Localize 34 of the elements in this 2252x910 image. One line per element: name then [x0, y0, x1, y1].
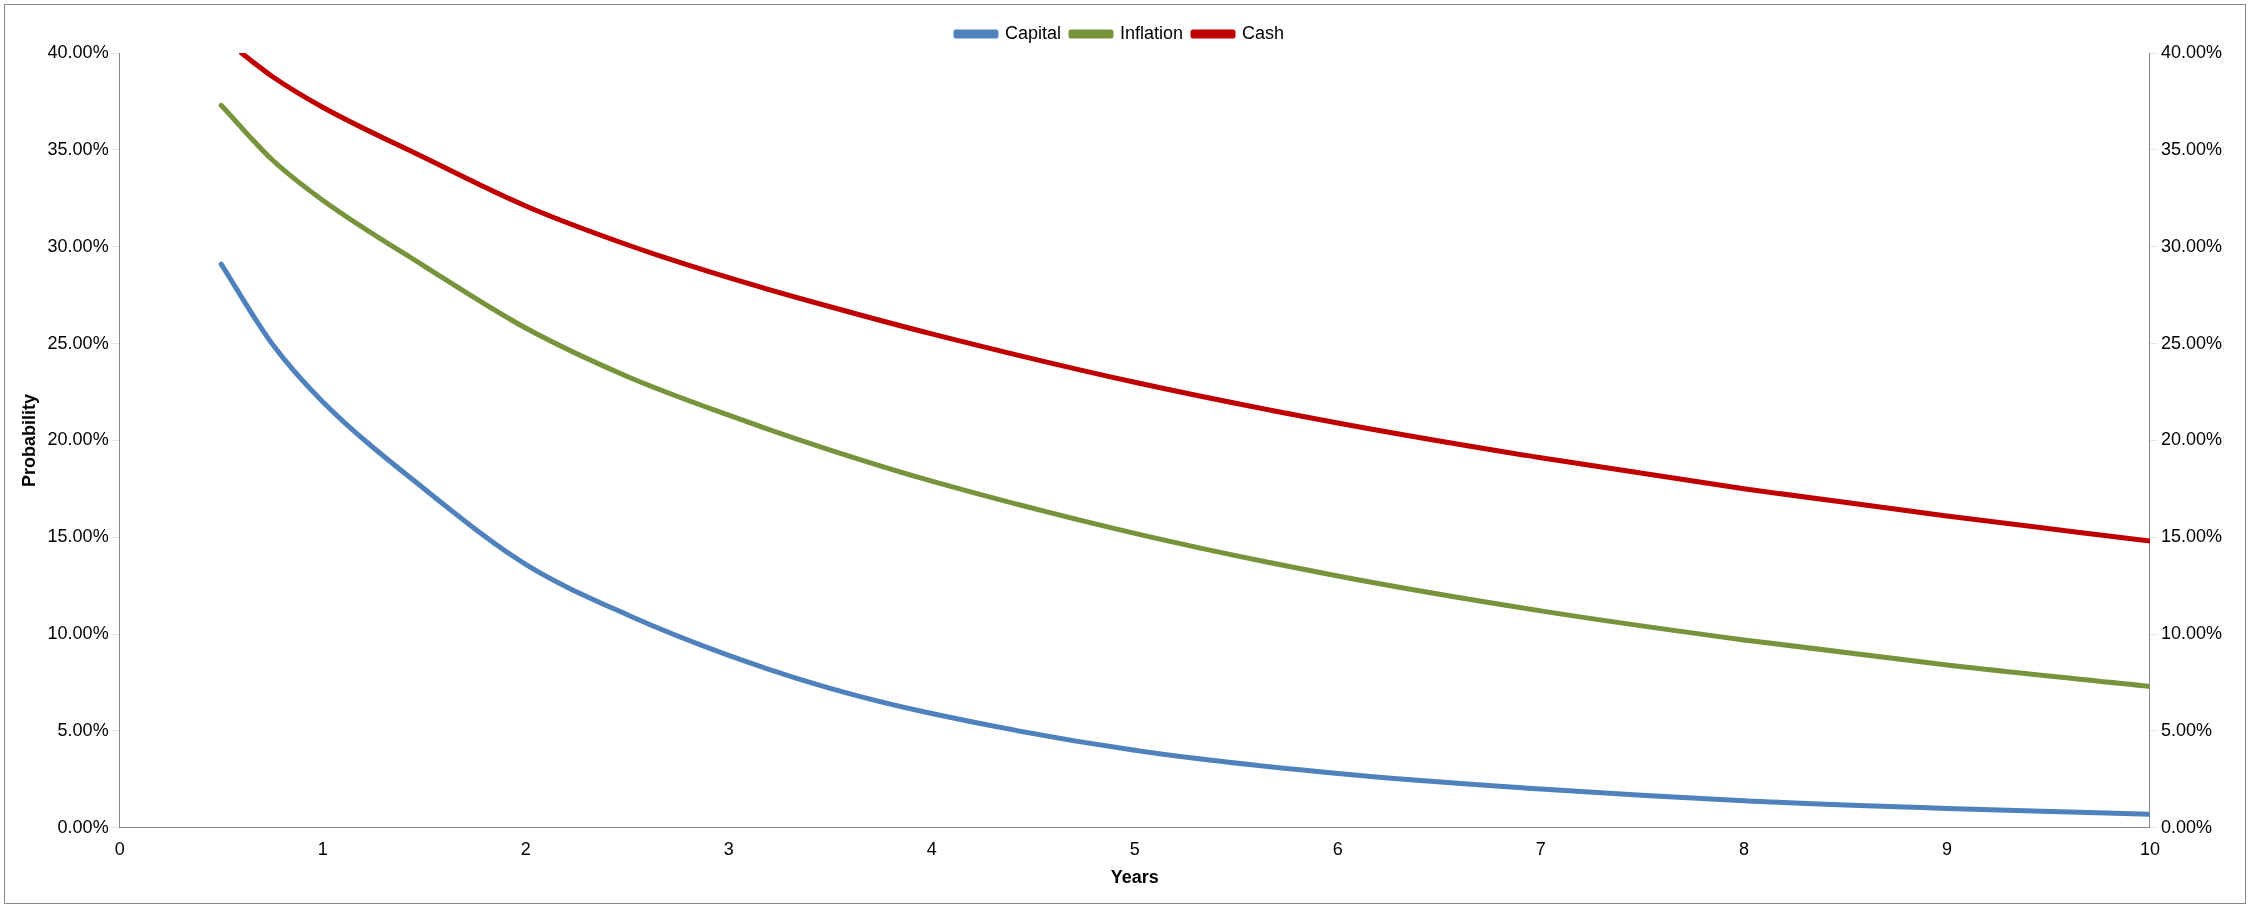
- y2-tick-label: 30.00%: [2160, 235, 2223, 256]
- x-tick-label: 2: [520, 838, 531, 859]
- x-tick-label: 8: [1738, 838, 1749, 859]
- y-tick-label: 40.00%: [47, 41, 109, 62]
- y-tick-label: 0.00%: [57, 816, 109, 837]
- y-axis-title: Probability: [18, 393, 39, 487]
- x-tick-label: 1: [317, 838, 328, 859]
- y2-tick-label: 35.00%: [2160, 138, 2223, 159]
- y2-tick-label: 40.00%: [2160, 41, 2223, 62]
- y-tick-label: 35.00%: [47, 138, 109, 159]
- x-tick-label: 0: [114, 838, 125, 859]
- y2-tick-label: 20.00%: [2160, 429, 2223, 450]
- y-tick-label: 15.00%: [47, 526, 109, 547]
- y2-tick-label: 10.00%: [2160, 623, 2223, 644]
- legend-label: Cash: [1242, 22, 1285, 43]
- x-tick-label: 7: [1535, 838, 1546, 859]
- x-axis-title: Years: [1110, 867, 1159, 888]
- y2-tick-label: 5.00%: [2160, 719, 2212, 740]
- legend-label: Capital: [1004, 22, 1061, 43]
- y-tick-label: 5.00%: [57, 719, 109, 740]
- x-tick-label: 10: [2139, 838, 2160, 859]
- x-tick-label: 4: [926, 838, 937, 859]
- y-tick-label: 20.00%: [47, 429, 109, 450]
- y2-tick-label: 15.00%: [2160, 526, 2223, 547]
- y-tick-label: 10.00%: [47, 623, 109, 644]
- y2-tick-label: 25.00%: [2160, 332, 2223, 353]
- legend-label: Inflation: [1119, 22, 1184, 43]
- x-tick-label: 3: [723, 838, 734, 859]
- x-tick-label: 5: [1129, 838, 1140, 859]
- x-tick-label: 9: [1941, 838, 1952, 859]
- y-tick-label: 30.00%: [47, 235, 109, 256]
- x-tick-label: 6: [1332, 838, 1343, 859]
- y2-tick-label: 0.00%: [2160, 816, 2212, 837]
- y-tick-label: 25.00%: [47, 332, 109, 353]
